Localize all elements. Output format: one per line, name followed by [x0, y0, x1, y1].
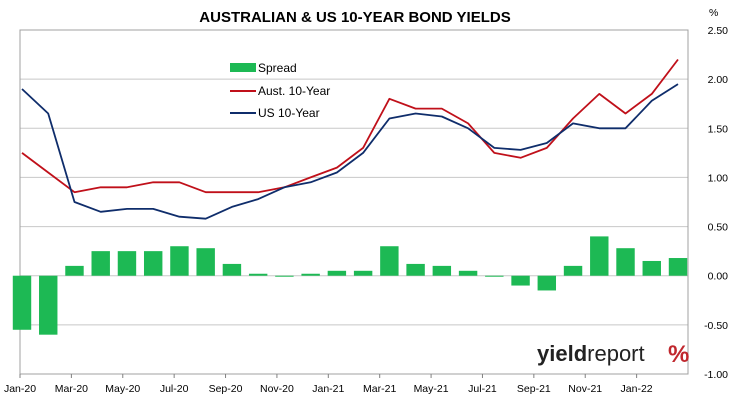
- x-tick-label: Jul-20: [160, 383, 189, 395]
- x-tick-label: May-20: [105, 383, 140, 395]
- legend-label: Spread: [258, 61, 297, 75]
- us-10-year-line: [21, 83, 679, 220]
- aust-10-year-line: [21, 58, 679, 194]
- spread-bar: [248, 273, 268, 276]
- yield-lines: [21, 58, 679, 220]
- plot-border: [19, 29, 689, 375]
- spread-bar: [353, 270, 373, 276]
- legend-swatch-spread: [230, 63, 256, 72]
- spread-bar: [590, 236, 609, 276]
- legend-label: US 10-Year: [258, 106, 320, 120]
- spread-bar: [327, 270, 347, 276]
- spread-bar: [406, 263, 425, 276]
- spread-bar: [196, 248, 215, 276]
- gridlines: [20, 29, 688, 375]
- spread-bar: [458, 270, 478, 276]
- chart-title: AUSTRALIAN & US 10-YEAR BOND YIELDS: [199, 9, 510, 26]
- x-tick-label: Jan-22: [621, 383, 653, 395]
- legend-label: Aust. 10-Year: [258, 84, 330, 98]
- x-tick-label: Jan-21: [312, 383, 344, 395]
- x-tick-label: Sep-20: [209, 383, 243, 395]
- spread-bar: [380, 246, 399, 276]
- x-tick-label: Jan-20: [4, 383, 36, 395]
- spread-bar: [563, 265, 583, 276]
- spread-bar: [117, 251, 137, 276]
- y-tick-label: 0.00: [708, 271, 729, 283]
- spread-bar: [616, 248, 635, 276]
- logo-percent-mark: %: [668, 341, 689, 368]
- y-tick-label: -0.50: [704, 320, 728, 332]
- spread-bar: [537, 275, 557, 291]
- spread-bar: [301, 273, 320, 276]
- spread-bar: [143, 251, 163, 276]
- spread-bar: [170, 246, 189, 276]
- x-tick-label: Jul-21: [468, 383, 497, 395]
- spread-bar: [65, 265, 84, 276]
- x-tick-label: May-21: [414, 383, 449, 395]
- spread-bar: [275, 275, 294, 277]
- x-tick-label: Mar-21: [363, 383, 396, 395]
- x-tick-label: Nov-20: [260, 383, 294, 395]
- y-tick-label: 1.00: [708, 172, 729, 184]
- spread-bar: [485, 275, 504, 277]
- yieldreport-logo: yieldreport %: [537, 341, 689, 368]
- svg-text:yieldreport: yieldreport: [537, 341, 645, 366]
- spread-bar: [668, 258, 688, 276]
- spread-bar: [432, 265, 452, 276]
- x-tick-label: Mar-20: [55, 383, 88, 395]
- y-axis-unit: %: [709, 7, 718, 19]
- spread-bar: [642, 260, 661, 276]
- spread-bar: [39, 275, 58, 335]
- x-tick-label: Nov-21: [568, 383, 602, 395]
- x-tick-label: Sep-21: [517, 383, 551, 395]
- logo-text-yield: yield: [537, 341, 587, 366]
- y-tick-label: -1.00: [704, 369, 728, 381]
- y-tick-label: 1.50: [708, 123, 729, 135]
- legend: Spread Aust. 10-Year US 10-Year: [230, 61, 330, 120]
- y-tick-label: 2.50: [708, 25, 729, 37]
- x-axis-ticks: Jan-20 Mar-20 May-20 Jul-20 Sep-20 Nov-20 Jan-…: [4, 374, 653, 395]
- spread-bar: [222, 263, 242, 276]
- spread-bar: [511, 275, 530, 286]
- y-tick-label: 0.50: [708, 222, 729, 234]
- y-tick-label: 2.00: [708, 74, 729, 86]
- spread-bar: [12, 275, 32, 330]
- plot-area: [19, 29, 689, 375]
- spread-bar: [91, 251, 110, 276]
- logo-text-report: report: [587, 341, 644, 366]
- y-axis-ticks: 2.50 2.00 1.50 1.00 0.50 0.00 -0.50 -1.00: [704, 25, 728, 381]
- spread-bars: [12, 236, 688, 335]
